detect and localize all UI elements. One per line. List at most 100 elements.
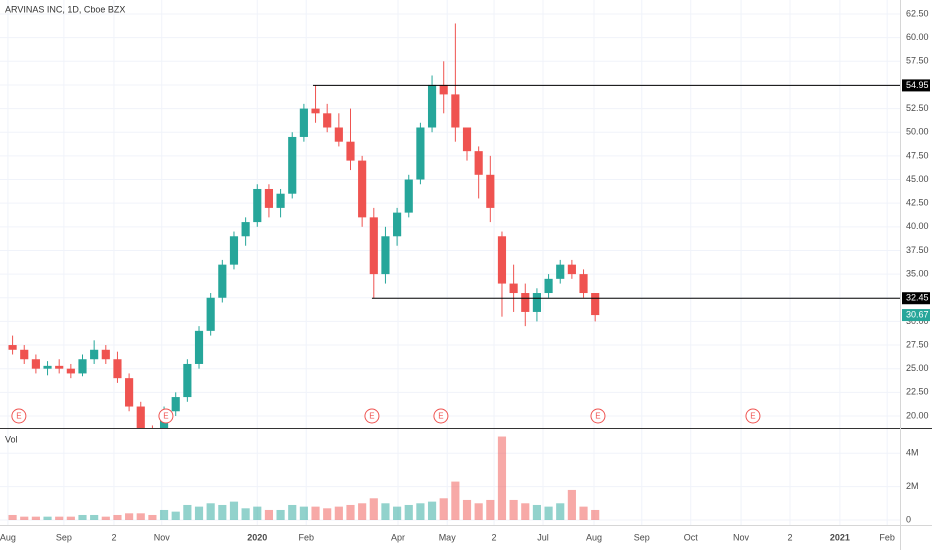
x-tick-label: 2 [492,532,497,542]
candle-body [288,136,297,194]
volume-bar [404,504,413,520]
candle-body [474,151,483,175]
volume-bar [148,514,157,520]
volume-bar [393,506,402,520]
volume-bar [276,509,285,520]
candle-body [194,330,204,364]
candle-body [486,174,495,208]
volume-bar [486,499,495,520]
candle-body [183,363,192,398]
x-tick-label: 2020 [247,532,267,542]
x-tick-label: 2 [111,532,116,542]
volume-bar [90,514,99,520]
x-tick-label: 2 [787,532,792,542]
volume-bar [509,499,518,520]
candle-body [521,293,530,312]
volume-bar [159,509,169,520]
volume-bar [474,503,483,520]
x-tick-label: Sep [634,532,650,542]
level-tag [902,79,930,92]
candle-body [90,349,99,360]
volume-bar [194,506,204,520]
volume-bar [113,514,122,520]
candle-body [369,217,378,275]
y-tick-label: 45.00 [906,174,929,184]
x-tick-label: Sep [56,532,72,542]
candle-body [381,236,390,275]
candle-body [229,236,239,265]
earnings-marker [590,408,606,424]
volume-label: Vol [5,434,18,444]
candle-body [311,108,320,114]
volume-bar [206,503,215,520]
candle-body [416,127,425,180]
volume-bar [311,506,320,520]
candle-body [241,222,250,237]
y-tick-label: 27.50 [906,339,929,349]
y-tick-label: 40.00 [906,221,929,231]
candle-body [264,188,274,208]
volume-bar [451,481,460,520]
volume-bar [358,503,367,520]
volume-bar [497,436,507,520]
volume-bar [229,501,239,520]
volume-bar [253,506,262,520]
volume-bar [521,503,530,520]
y-tick-label: 35.00 [906,268,929,278]
volume-bar [43,516,52,520]
volume-bar [556,503,565,520]
earnings-marker [11,408,27,424]
volume-bar [241,508,250,520]
x-tick-label: Nov [733,532,750,542]
earnings-marker [364,408,380,424]
candle-body [66,368,75,374]
y-tick-label: 50.00 [906,127,929,137]
x-tick-label: 2021 [830,532,850,542]
price-pane [8,23,900,428]
candle-body [55,365,64,369]
candle-body [532,293,542,312]
earnings-label: E [595,412,600,421]
y-tick-label: 20.00 [906,410,929,420]
volume-bar [218,504,227,520]
volume-bar [544,506,553,520]
earnings-marker [433,408,449,424]
earnings-marker [158,408,174,424]
candle-body [579,274,588,294]
x-tick-label: Apr [391,532,405,542]
volume-bar [136,513,145,520]
candle-body [427,84,437,128]
volume-bar [427,501,437,520]
candle-body [43,365,52,369]
candle-body [346,141,355,161]
candle-body [462,127,472,152]
volume-bar [579,506,588,520]
volume-bar [20,516,29,520]
last-price-label: 30.67 [906,309,929,319]
y2-tick-label: 0 [906,514,911,524]
earnings-label: E [16,412,21,421]
volume-bar [591,509,600,520]
candle-body [206,297,215,331]
volume-bar [381,503,390,520]
y-tick-label: 60.00 [906,32,929,42]
volume-bar [78,514,87,520]
volume-bar [532,504,542,520]
volume-bar [8,514,17,520]
x-tick-label: May [439,532,457,542]
candle-body [567,264,576,275]
candle-body [101,349,110,360]
level-label: 32.45 [906,293,929,303]
volume-bar [416,503,425,520]
volume-bar [323,508,332,520]
volume-pane [8,436,600,520]
candle-body [78,359,87,374]
y2-tick-label: 2M [906,481,919,491]
candle-body [323,113,332,128]
candle-body [556,264,565,279]
y-tick-label: 52.50 [906,103,929,113]
candle-body [20,349,29,360]
